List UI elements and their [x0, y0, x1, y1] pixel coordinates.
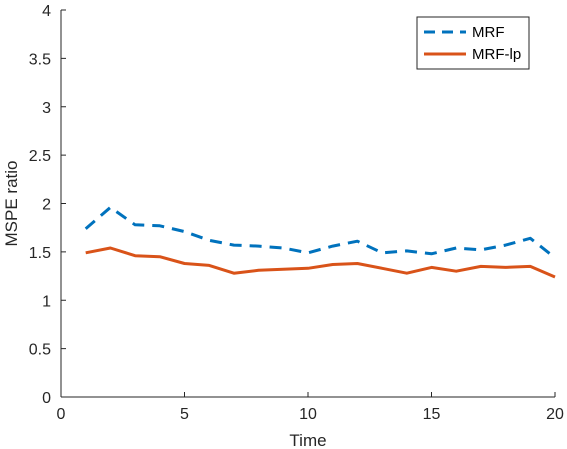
legend: MRF MRF-lp: [416, 16, 530, 70]
y-tick-label: 2.5: [29, 148, 51, 165]
legend-label-mrf: MRF: [472, 24, 505, 41]
y-tick-label: 1: [42, 293, 51, 310]
y-tick-label: 0.5: [29, 342, 51, 359]
y-tick-label: 0: [42, 390, 51, 407]
legend-label-mrf-lp: MRF-lp: [472, 46, 521, 63]
series-line-mrf: [84, 205, 556, 259]
y-tick-label: 4: [42, 3, 51, 20]
series: [84, 205, 556, 279]
x-tick-label: 0: [57, 406, 66, 423]
y-tick-label: 2: [42, 197, 51, 214]
y-tick-label: 3.5: [29, 51, 51, 68]
legend-box: [416, 16, 530, 70]
x-tick-label: 10: [299, 406, 317, 423]
series-line-mrf-lp: [85, 246, 556, 279]
y-tick-label: 3: [42, 100, 51, 117]
y-axis-label: MSPE ratio: [2, 161, 21, 247]
x-axis-label: Time: [289, 431, 326, 449]
x-tick-label: 20: [546, 406, 564, 423]
ticks: 0 5 10 15 20 0 0.5 1 1.5 2 2.5 3 3.5 4: [29, 3, 564, 423]
x-tick-label: 5: [180, 406, 189, 423]
y-tick-label: 1.5: [29, 245, 51, 262]
x-tick-label: 15: [423, 406, 441, 423]
